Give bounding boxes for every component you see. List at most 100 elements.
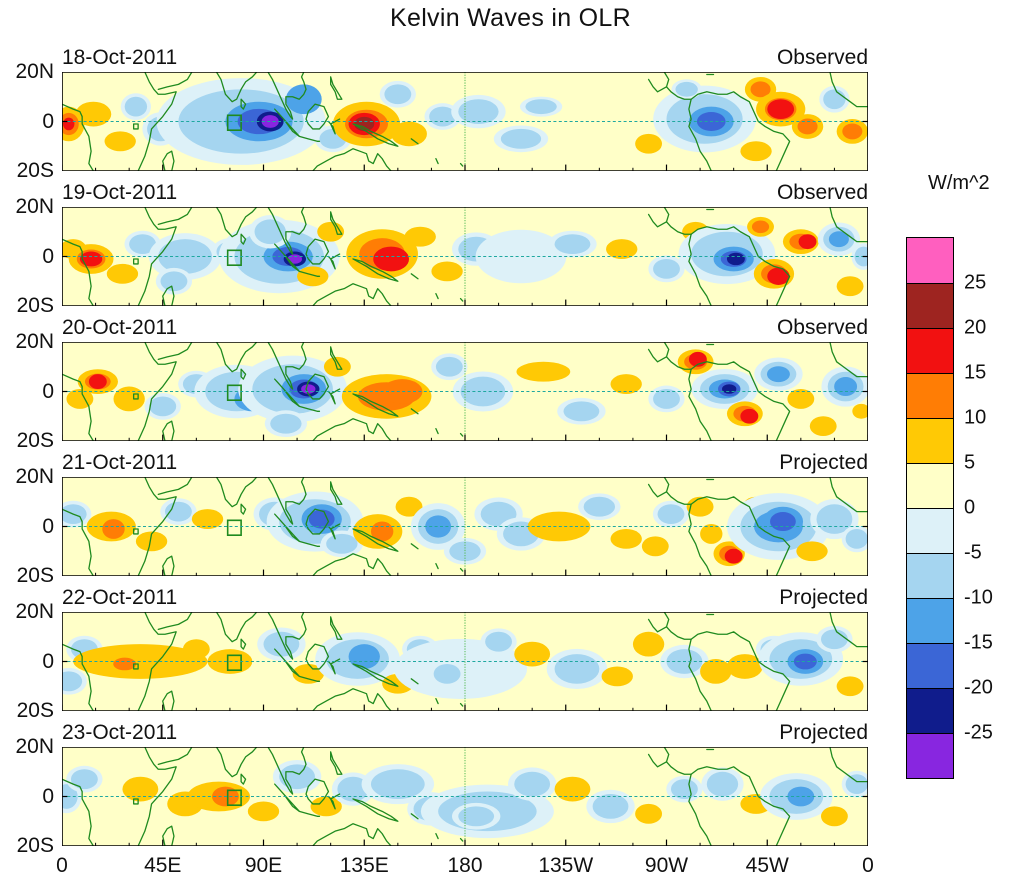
map-panel [62, 342, 868, 441]
coastline [664, 207, 668, 222]
colorbar-tick-label: 25 [964, 271, 987, 294]
colorbar-cell [907, 733, 953, 778]
coastline [138, 207, 176, 306]
coastline [138, 342, 176, 441]
figure-title: Kelvin Waves in OLR [390, 4, 631, 32]
coastline [299, 676, 319, 681]
panel-group: 22-Oct-2011 Projected 20N 0 20S [15, 576, 868, 722]
anomaly-contour [164, 501, 192, 522]
coastline [299, 406, 319, 411]
anomaly-contour [852, 403, 868, 419]
y-axis-tick-label: 20S [16, 159, 54, 182]
colorbar-tick-label: -10 [964, 586, 993, 609]
anomaly-contour [261, 115, 279, 128]
y-axis-tick-label: 20N [15, 465, 54, 488]
coastline [62, 374, 93, 441]
x-axis-tick-label: 45W [745, 854, 789, 877]
coastline [306, 239, 328, 264]
anomaly-contour [431, 261, 463, 282]
anomaly-contour [310, 796, 342, 817]
panel-group: 23-Oct-2011 Projected 20N 0 20S [15, 711, 868, 857]
anomaly-contour [149, 396, 177, 417]
anomaly-contour [706, 771, 739, 797]
x-axis: 0 45E 90E 135E 180 135W 90W 45W 0 [56, 846, 874, 882]
x-axis-tick-label: 0 [56, 854, 68, 877]
anomaly-contour [820, 806, 848, 827]
coastline [163, 286, 174, 306]
anomaly-contour [323, 356, 351, 377]
coastline [163, 691, 174, 711]
coastline [331, 482, 342, 504]
anomaly-contour [425, 515, 452, 538]
coastline [163, 421, 174, 441]
anomaly-contour [845, 528, 868, 549]
anomaly-contour [686, 496, 714, 517]
y-axis-tick-label: 20N [15, 330, 54, 353]
y-axis-tick-label: 0 [42, 784, 54, 808]
coastline [299, 136, 319, 141]
colorbar-tick-label: 20 [964, 316, 987, 339]
coastline [268, 612, 306, 659]
panel-mode-label: Observed [776, 316, 868, 339]
anomaly-contour [254, 219, 286, 245]
panel-header: 20-Oct-2011 Observed [62, 306, 868, 342]
y-axis-tick-label: 0 [42, 379, 54, 403]
colorbar-cell [907, 598, 953, 643]
panel-mode-label: Projected [779, 451, 868, 474]
anomaly-contour [641, 536, 669, 557]
anomaly-contour [836, 276, 864, 297]
anomaly-contour [554, 776, 591, 802]
anomaly-contour [787, 786, 815, 807]
anomaly-contour [563, 401, 600, 422]
coastline [689, 504, 711, 576]
anomaly-contour [191, 509, 224, 529]
coastline [328, 389, 339, 404]
coastline [691, 767, 790, 846]
panel-date-label: 22-Oct-2011 [62, 586, 178, 609]
anomaly-contour [435, 356, 463, 377]
anomaly-contour [70, 769, 98, 790]
colorbar-tick-label: -5 [964, 541, 982, 564]
coastline [689, 234, 711, 306]
anomaly-contour [722, 384, 737, 394]
anomaly-contour [750, 81, 771, 98]
coastline [689, 99, 711, 171]
anomaly-contour [820, 629, 848, 650]
coastline [830, 477, 868, 512]
coastline [134, 664, 138, 669]
coastline [353, 124, 398, 146]
y-axis-tick-label: 20S [16, 429, 54, 452]
anomaly-contour [766, 366, 790, 383]
map-panel [62, 612, 868, 711]
anomaly-contour [66, 389, 94, 409]
anomaly-contour [122, 776, 159, 802]
anomaly-contour [700, 524, 723, 544]
coastline [241, 774, 245, 784]
anomaly-contour [285, 84, 322, 115]
coastline [163, 151, 174, 171]
coastline [306, 779, 328, 804]
coastline [216, 342, 256, 372]
coastline [62, 644, 93, 711]
colorbar-cell [907, 328, 953, 373]
anomaly-contour [740, 141, 772, 162]
x-axis-tick-label: 90E [244, 854, 283, 877]
coastline [306, 374, 328, 399]
coastline [353, 799, 398, 821]
anomaly-contour [610, 528, 642, 549]
coastline [216, 477, 256, 507]
anomaly-contour [657, 504, 685, 525]
panel-group: 20-Oct-2011 Observed 20N 0 20S [15, 306, 868, 452]
panel-header: 22-Oct-2011 Projected [62, 576, 868, 612]
x-axis-tick-label: 135W [538, 854, 594, 877]
map-panel [62, 72, 868, 171]
anomaly-contour [75, 101, 112, 127]
y-axis-tick-label: 20N [15, 600, 54, 623]
coastline [241, 369, 245, 379]
anomaly-contour [354, 116, 375, 132]
anomaly-contour [485, 631, 513, 652]
coastline [664, 477, 668, 492]
coastline [138, 72, 176, 171]
y-axis-tick-label: 20N [15, 735, 54, 758]
anomaly-contour [828, 231, 849, 248]
